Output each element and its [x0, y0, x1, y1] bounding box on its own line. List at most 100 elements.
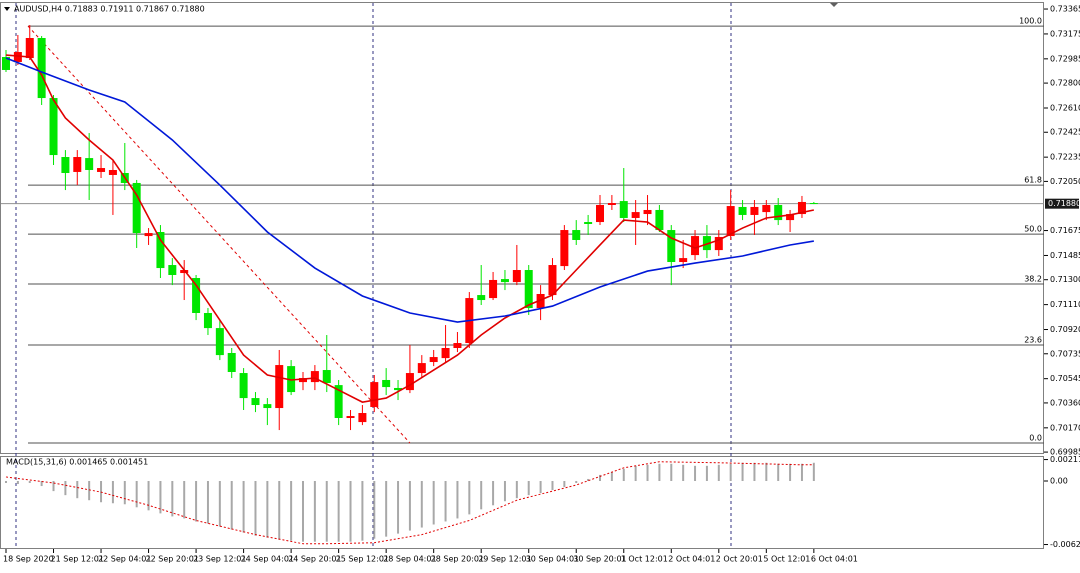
main-pane [0, 2, 1044, 454]
candle-body [524, 270, 533, 309]
candle-body [394, 387, 403, 391]
macd-header: MACD(15,31,6) 0.001465 0.001451 [6, 458, 148, 467]
x-tick-label: 30 Sep 04:01 [526, 555, 579, 564]
candle-body [786, 214, 795, 221]
y-tick-label: 0.70170 [1050, 423, 1080, 432]
candle-body [299, 378, 307, 383]
candle-body [512, 270, 521, 283]
candle-body [797, 201, 806, 215]
candle-body [2, 57, 10, 70]
candle-body [405, 373, 414, 391]
candle-body [453, 343, 462, 349]
candle-body [607, 203, 616, 205]
candle-body [738, 206, 747, 215]
candle-body [251, 398, 260, 406]
candle-body [417, 363, 426, 374]
candle-body [619, 201, 628, 218]
candle-body [489, 279, 498, 299]
candle-body [762, 204, 771, 213]
candle-body [168, 265, 177, 275]
y-tick-label: 0.73365 [1050, 5, 1080, 14]
candle-body [774, 204, 783, 221]
candle-body [310, 371, 319, 383]
fib-label: 100.0 [1019, 17, 1042, 26]
x-tick-label: 5 Oct 12:01 [763, 555, 810, 564]
y-tick-label: 0.71485 [1050, 251, 1080, 260]
x-tick-label: 2 Oct 04:01 [668, 555, 715, 564]
candle-body [714, 236, 723, 251]
candle-body [429, 357, 438, 363]
x-tick-label: 30 Sep 20:01 [573, 555, 626, 564]
x-tick-label: 25 Sep 12:01 [336, 555, 389, 564]
candle-body [25, 37, 34, 59]
candle-body [132, 182, 141, 234]
y-tick-label: 0.72050 [1050, 177, 1080, 186]
y-tick-label: 0.70545 [1050, 374, 1080, 383]
candle-body [287, 366, 296, 393]
menu-arrow[interactable] [4, 7, 10, 11]
candle-body [643, 209, 652, 215]
candle-body [358, 413, 367, 423]
candle-body [667, 230, 676, 263]
candle-body [370, 382, 379, 407]
shift-marker[interactable] [830, 3, 838, 7]
candle-body [263, 404, 272, 409]
candle-body [726, 206, 735, 237]
x-tick-label: 28 Sep 20:01 [431, 555, 484, 564]
candle-body [334, 385, 343, 419]
candle-body [156, 231, 165, 269]
y-tick-label: 0.70920 [1050, 325, 1080, 334]
candle-body [239, 373, 248, 399]
fib-label: 50.0 [1024, 225, 1042, 234]
candle-body [227, 352, 236, 372]
candle-body [180, 270, 189, 274]
x-tick-label: 22 Sep 04:01 [98, 555, 151, 564]
candle-body [477, 295, 486, 301]
x-tick-label: 1 Oct 12:01 [621, 555, 668, 564]
y-tick-label: 0.71300 [1050, 275, 1080, 284]
y-tick-label: 0.71110 [1050, 300, 1080, 309]
symbol-header: AUDUSD,H4 0.71883 0.71911 0.71867 0.7188… [14, 5, 205, 14]
moving-average [5, 54, 815, 403]
candle-body [85, 158, 94, 170]
x-tick-label: 6 Oct 04:01 [811, 555, 858, 564]
y-tick-label: 0.72235 [1050, 153, 1080, 162]
candle-body [203, 313, 212, 329]
y-tick-label: 0.72800 [1050, 79, 1080, 88]
candle-body [192, 278, 201, 314]
candle-body [275, 365, 284, 409]
candle-body [560, 230, 569, 267]
candle-body [631, 212, 640, 218]
y-tick-label: 0.00 [1050, 476, 1068, 485]
y-tick-label: 0.71675 [1050, 226, 1080, 235]
y-tick-label: 0.73175 [1050, 29, 1080, 38]
candle-body [500, 279, 509, 283]
candle-body [108, 169, 117, 175]
candle-body [655, 209, 664, 231]
moving-average [5, 57, 814, 323]
y-tick-label: 0.70735 [1050, 349, 1080, 358]
y-tick-label: 0.69985 [1050, 448, 1080, 457]
candle-body [97, 168, 106, 172]
candle-body [215, 328, 224, 356]
signal-line [5, 461, 814, 545]
fib-label: 23.6 [1024, 335, 1042, 344]
candle-body [322, 370, 331, 384]
candle-body [49, 98, 58, 156]
candle-body [61, 157, 70, 174]
candle-body [702, 236, 711, 251]
candle-body [691, 236, 700, 256]
x-tick-label: 24 Sep 20:01 [288, 555, 341, 564]
y-tick-label: 0.72425 [1050, 128, 1080, 137]
x-tick-label: 24 Sep 04:01 [241, 555, 294, 564]
x-tick-label: 28 Sep 04:01 [383, 555, 436, 564]
x-tick-label: 29 Sep 12:01 [478, 555, 531, 564]
macd-pane [0, 456, 1044, 549]
candle-body [346, 416, 355, 419]
current-price-box [1045, 198, 1079, 209]
y-tick-label: -0.006279 [1050, 540, 1080, 549]
candle-body [37, 37, 46, 99]
fib-trend [27, 25, 411, 444]
candle-body [382, 379, 391, 388]
